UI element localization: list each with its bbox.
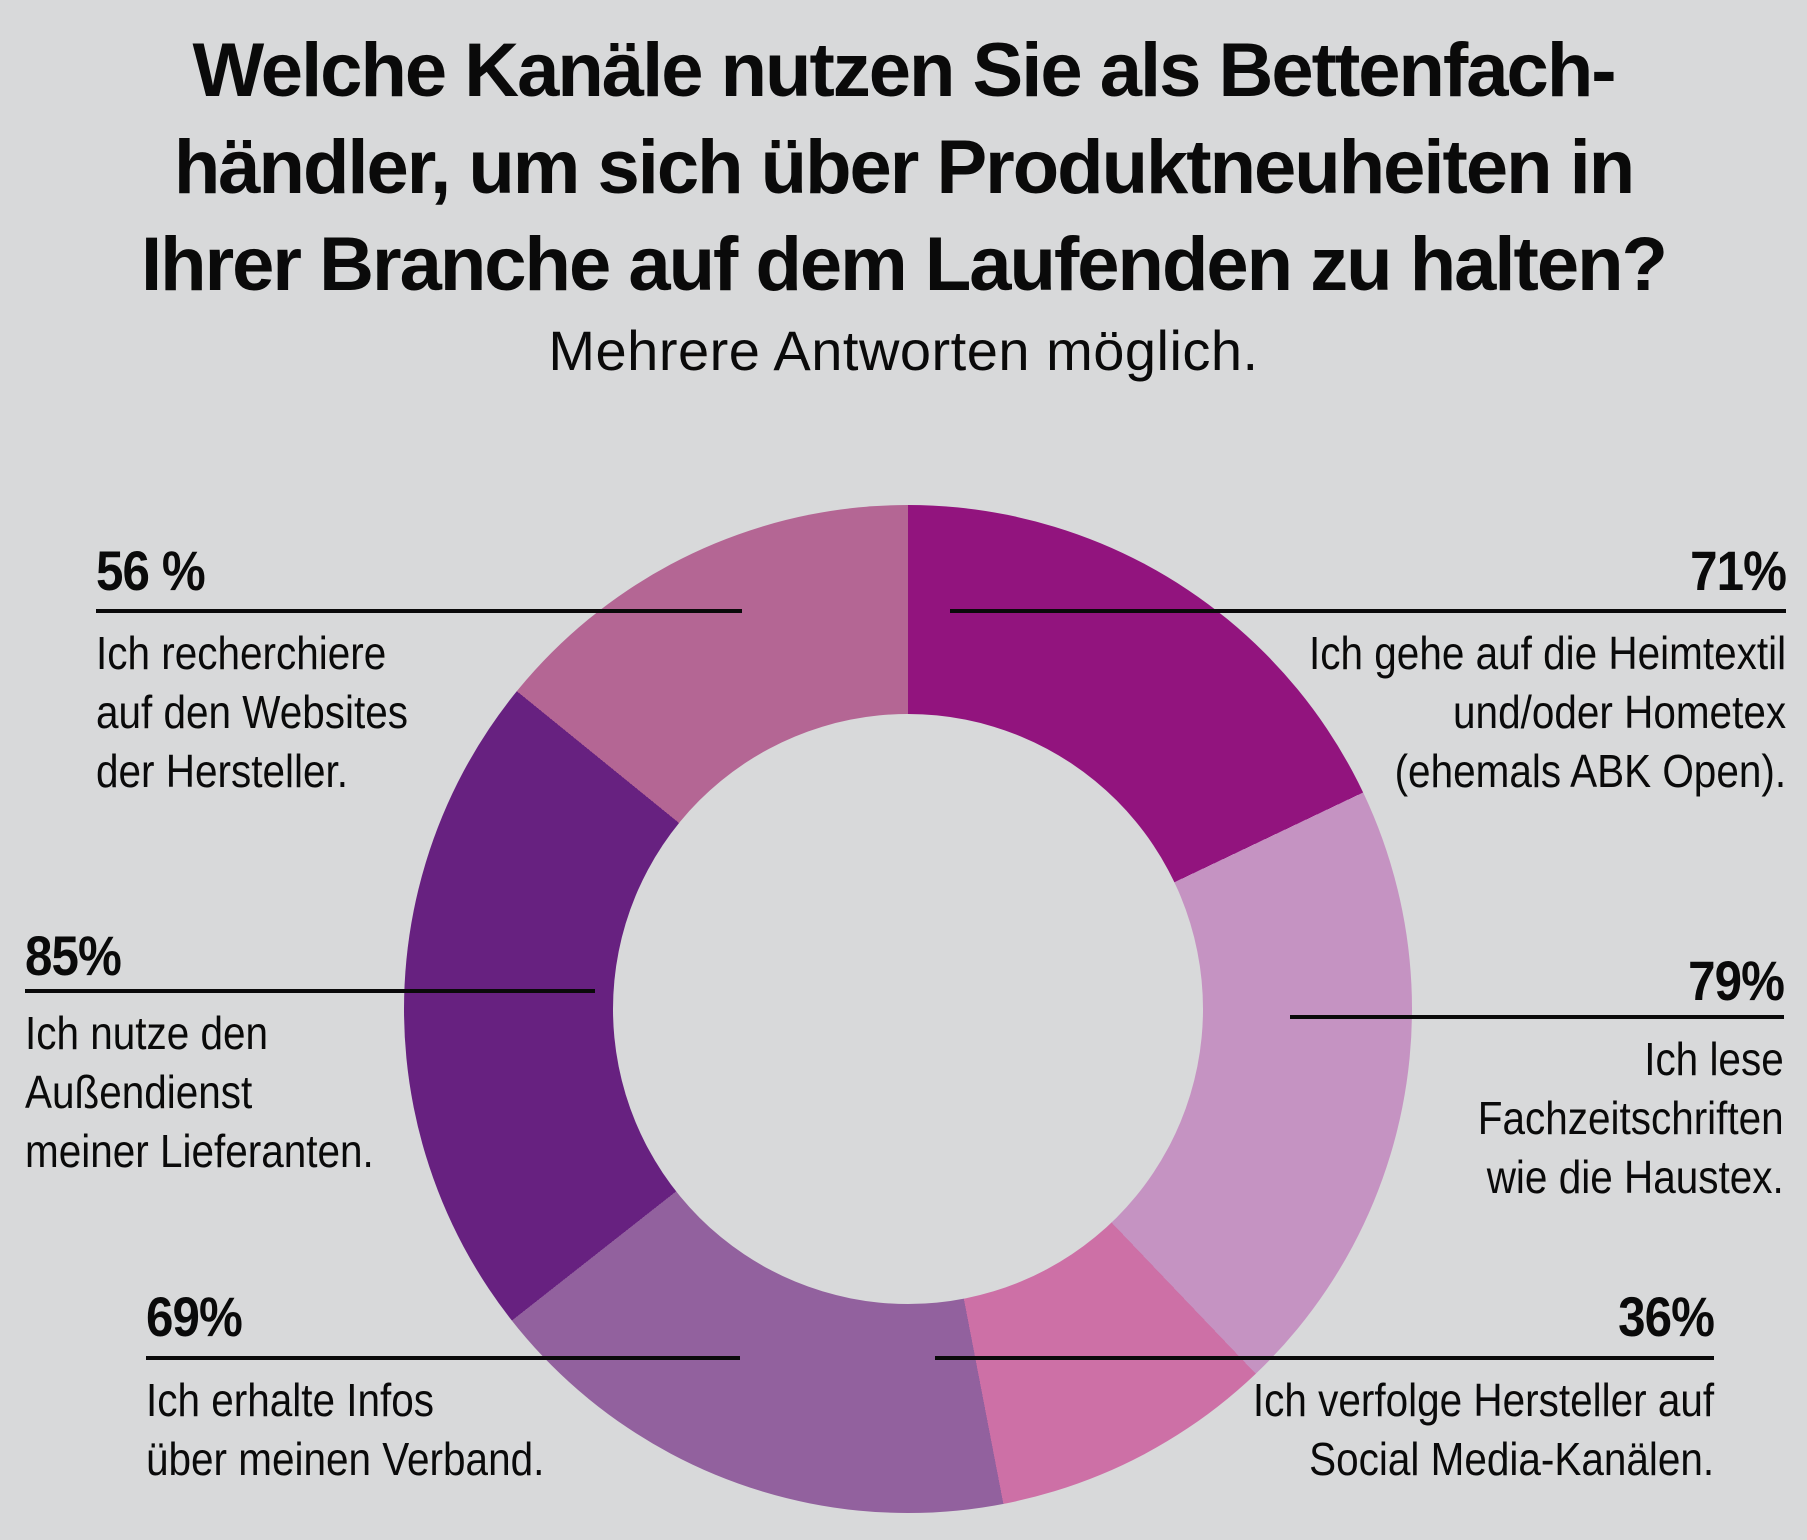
- callout-social-media-line-1: Ich verfolge Hersteller auf: [1252, 1374, 1714, 1426]
- callout-aussendienst-line-1: Ich nutze den: [25, 1007, 269, 1059]
- callout-messen: Ich gehe auf die Heimtextil und/oder Hom…: [1309, 624, 1786, 801]
- percent-label-websites: 56 %: [96, 539, 206, 602]
- percent-label-verband: 69%: [146, 1285, 243, 1348]
- chart-title-line-1: Welche Kanäle nutzen Sie als Bettenfach-: [192, 28, 1616, 113]
- callout-social-media-line-2: Social Media-Kanälen.: [1308, 1433, 1714, 1485]
- leader-line-aussendienst: [25, 989, 595, 993]
- callout-websites-line-3: der Hersteller.: [96, 745, 348, 797]
- callout-messen-line-3: (ehemals ABK Open).: [1394, 745, 1786, 797]
- callout-aussendienst-line-2: Außendienst: [25, 1066, 253, 1118]
- callout-messen-line-2: und/oder Hometex: [1452, 686, 1786, 738]
- percent-label-fachzeitschriften: 79%: [1687, 949, 1785, 1012]
- callout-aussendienst: Ich nutze den Außendienst meiner Liefera…: [25, 1004, 374, 1181]
- callout-social-media: Ich verfolge Hersteller auf Social Media…: [1253, 1371, 1714, 1489]
- leader-line-websites: [96, 609, 742, 613]
- callout-fachzeitschriften-line-1: Ich lese: [1644, 1033, 1784, 1085]
- callout-messen-line-1: Ich gehe auf die Heimtextil: [1308, 627, 1786, 679]
- callout-verband: Ich erhalte Infos über meinen Verband.: [146, 1371, 544, 1489]
- percent-label-messen: 71%: [1689, 539, 1787, 602]
- chart-title-line-3: Ihrer Branche auf dem Laufenden zu halte…: [141, 222, 1668, 307]
- callout-fachzeitschriften-line-3: wie die Haustex.: [1487, 1151, 1784, 1203]
- chart-title: Welche Kanäle nutzen Sie als Bettenfach-…: [0, 22, 1807, 313]
- callout-verband-line-1: Ich erhalte Infos: [146, 1374, 435, 1426]
- chart-title-line-2: händler, um sich über Produktneuheiten i…: [173, 125, 1635, 210]
- callout-verband-line-2: über meinen Verband.: [146, 1433, 545, 1485]
- leader-line-messen: [950, 609, 1786, 613]
- percent-label-social-media: 36%: [1617, 1285, 1715, 1348]
- callout-fachzeitschriften: Ich lese Fachzeitschriften wie die Haust…: [1478, 1030, 1784, 1207]
- callout-websites: Ich recherchiere auf den Websites der He…: [96, 624, 408, 801]
- callout-websites-line-2: auf den Websites: [96, 686, 409, 738]
- leader-line-fachzeitschriften: [1290, 1015, 1784, 1019]
- callout-websites-line-1: Ich recherchiere: [96, 627, 387, 679]
- donut-hole: [613, 714, 1203, 1304]
- percent-label-aussendienst: 85%: [25, 924, 122, 987]
- chart-subtitle: Mehrere Antworten möglich.: [548, 319, 1259, 382]
- leader-line-verband: [146, 1356, 740, 1360]
- callout-fachzeitschriften-line-2: Fachzeitschriften: [1478, 1092, 1784, 1144]
- leader-line-social-media: [935, 1356, 1714, 1360]
- callout-aussendienst-line-3: meiner Lieferanten.: [25, 1125, 374, 1177]
